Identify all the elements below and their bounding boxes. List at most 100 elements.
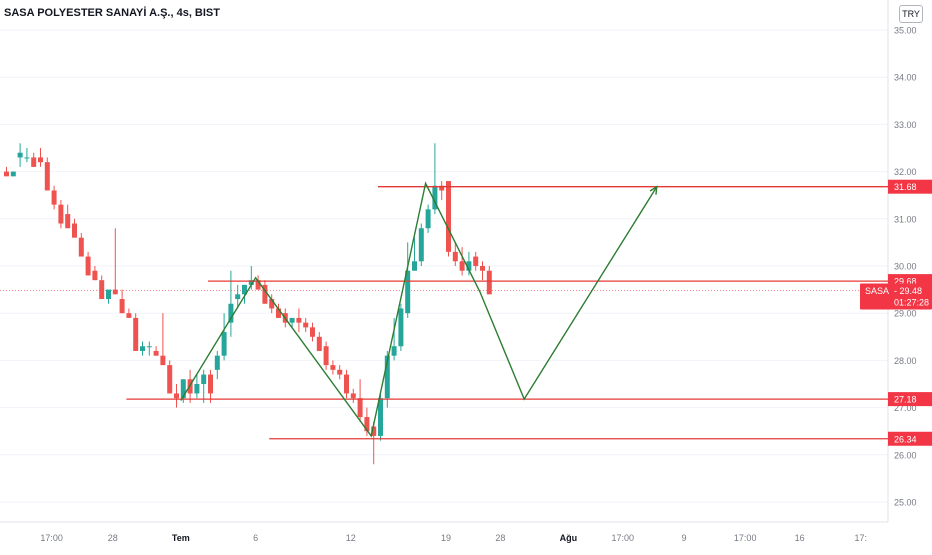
level-price-tag: [888, 431, 932, 446]
candle-body: [133, 317, 139, 351]
candle-body: [289, 317, 295, 323]
candle-body: [51, 190, 57, 205]
candle-body: [99, 280, 105, 300]
candle-body: [310, 327, 315, 337]
candle-body: [140, 346, 145, 351]
candle-body: [378, 398, 383, 436]
x-tick-label: 9: [681, 533, 686, 543]
candle-body: [316, 336, 322, 351]
level-price-label: 31.68: [894, 182, 917, 192]
y-tick-label: 29.00: [894, 309, 917, 319]
candle-body: [425, 209, 431, 229]
candle-body: [398, 308, 404, 347]
last-price-label: - 29.48: [894, 286, 922, 296]
candle-body: [65, 214, 71, 229]
currency-badge[interactable]: TRY: [899, 5, 923, 23]
candle-body: [486, 270, 492, 295]
candle-body: [255, 280, 261, 290]
candle-body: [221, 332, 227, 356]
y-tick-label: 25.00: [894, 498, 917, 508]
level-price-label: 27.18: [894, 395, 917, 405]
bar-countdown-label: 01:27:28: [894, 298, 929, 308]
candle-body: [452, 251, 458, 262]
candle-body: [384, 355, 390, 399]
candle-body: [119, 299, 125, 314]
y-tick-label: 33.00: [894, 120, 917, 130]
y-tick-label: 32.00: [894, 167, 917, 177]
x-tick-label: 17:00: [612, 533, 635, 543]
x-tick-label: 17:00: [734, 533, 757, 543]
candle-body: [248, 280, 254, 285]
candle-body: [85, 256, 91, 276]
y-tick-label: 31.00: [894, 214, 917, 224]
x-tick-label: Ağu: [560, 533, 578, 543]
candle-body: [153, 350, 159, 356]
x-tick-label: 16: [795, 533, 805, 543]
candle-body: [106, 289, 111, 300]
candle-body: [446, 181, 451, 252]
level-price-tag: [888, 392, 932, 407]
candle-body: [208, 374, 213, 394]
candle-body: [4, 171, 9, 177]
candle-body: [44, 162, 50, 191]
candle-body: [235, 294, 241, 300]
candle-body: [242, 284, 247, 295]
candle-body: [24, 157, 30, 159]
candle-body: [364, 417, 370, 432]
candle-body: [276, 308, 281, 318]
zigzag-projection[interactable]: [180, 181, 658, 438]
x-tick-label: 19: [441, 533, 451, 543]
x-tick-label: 17:00: [40, 533, 63, 543]
candle-body: [391, 346, 397, 356]
level-price-label: 29.68: [894, 277, 917, 287]
candle-body: [214, 355, 220, 370]
candle-body: [92, 270, 98, 281]
last-price-tag: [860, 283, 932, 310]
candle-body: [38, 157, 43, 163]
candle-body: [459, 261, 465, 271]
y-tick-label: 34.00: [894, 73, 917, 83]
candle-body: [296, 317, 302, 323]
level-price-label: 26.34: [894, 434, 917, 444]
candle-body: [344, 374, 349, 394]
candle-body: [330, 365, 336, 370]
candle-body: [126, 313, 132, 318]
candle-body: [78, 237, 84, 257]
arrow-head-icon: [649, 185, 658, 195]
candle-body: [418, 228, 424, 262]
symbol-label: SASA: [865, 286, 889, 296]
candle-body: [405, 270, 411, 314]
y-tick-label: 28.00: [894, 356, 917, 366]
candle-body: [303, 322, 309, 328]
candle-body: [412, 261, 417, 271]
x-tick-label: 28: [495, 533, 505, 543]
y-tick-label: 35.00: [894, 26, 917, 36]
candle-body: [228, 303, 234, 323]
candle-body: [480, 266, 485, 271]
candle-body: [31, 157, 37, 167]
candle-body: [473, 256, 479, 266]
level-price-tag: [888, 179, 932, 194]
candle-body: [10, 171, 16, 177]
x-tick-label: 17:: [855, 533, 868, 543]
candle-body: [350, 393, 356, 399]
y-tick-label: 26.00: [894, 450, 917, 460]
candle-body: [112, 289, 118, 295]
candle-body: [432, 185, 438, 210]
y-tick-label: 30.00: [894, 262, 917, 272]
y-tick-label: 27.00: [894, 403, 917, 413]
candle-body: [72, 223, 77, 238]
x-tick-label: Tem: [172, 533, 190, 543]
candle-body: [167, 365, 173, 394]
chart-title: SASA POLYESTER SANAYİ A.Ş., 4s, BIST: [4, 7, 220, 19]
candle-body: [174, 393, 179, 399]
x-tick-label: 12: [346, 533, 356, 543]
candle-body: [337, 369, 343, 375]
candle-body: [180, 379, 186, 399]
candle-body: [357, 398, 363, 418]
candle-body: [269, 299, 275, 309]
candle-body: [160, 355, 166, 366]
candle-body: [194, 384, 200, 394]
